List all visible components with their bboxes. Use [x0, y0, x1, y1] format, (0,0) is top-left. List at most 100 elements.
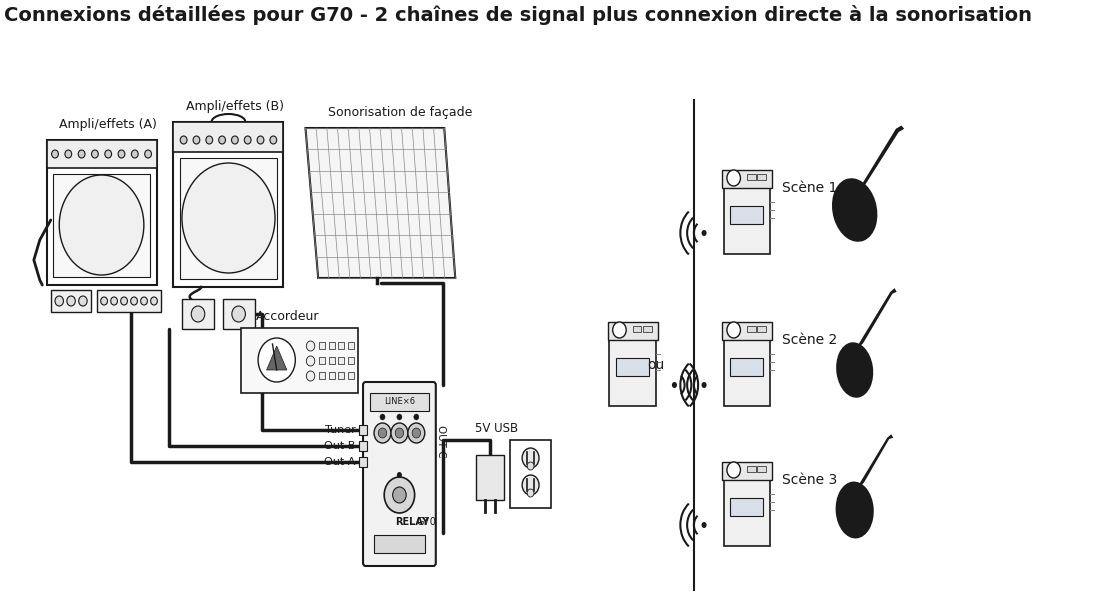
Bar — [633, 326, 641, 332]
Circle shape — [307, 341, 314, 351]
Bar — [348, 372, 353, 379]
Text: Accordeur: Accordeur — [257, 310, 320, 323]
Circle shape — [111, 297, 118, 305]
Text: RELAY: RELAY — [396, 517, 429, 527]
Circle shape — [144, 150, 151, 158]
Bar — [359, 457, 368, 467]
Circle shape — [522, 475, 539, 495]
Bar — [47, 140, 157, 285]
Bar — [730, 206, 763, 224]
Bar — [329, 372, 334, 379]
Circle shape — [51, 150, 59, 158]
Bar — [758, 326, 765, 332]
Bar — [329, 342, 334, 349]
Circle shape — [232, 306, 246, 322]
Text: Scène 2: Scène 2 — [782, 333, 838, 347]
Text: Scène 1: Scène 1 — [782, 181, 838, 195]
Circle shape — [64, 150, 72, 158]
Bar — [338, 372, 344, 379]
Bar — [748, 326, 755, 332]
Bar — [609, 334, 655, 406]
Bar — [319, 357, 324, 364]
Circle shape — [151, 297, 158, 305]
Bar — [723, 182, 770, 254]
Text: Sonorisation de façade: Sonorisation de façade — [329, 106, 472, 119]
Bar — [53, 174, 150, 277]
Bar — [182, 299, 214, 329]
Circle shape — [257, 136, 264, 144]
Circle shape — [78, 150, 84, 158]
Bar — [722, 322, 772, 340]
Circle shape — [104, 150, 111, 158]
Bar — [758, 174, 765, 180]
Text: Ampli/effets (B): Ampli/effets (B) — [187, 100, 284, 113]
Circle shape — [131, 297, 138, 305]
Bar — [510, 440, 551, 508]
Bar — [51, 290, 91, 312]
Bar — [722, 170, 772, 188]
Circle shape — [392, 487, 407, 503]
Circle shape — [101, 297, 108, 305]
Circle shape — [270, 136, 277, 144]
Circle shape — [522, 448, 539, 468]
Bar — [615, 358, 649, 376]
Circle shape — [528, 462, 534, 470]
Circle shape — [121, 297, 128, 305]
Circle shape — [59, 175, 143, 275]
Bar — [359, 425, 368, 435]
Bar — [338, 342, 344, 349]
Circle shape — [384, 477, 414, 513]
FancyBboxPatch shape — [363, 382, 436, 566]
Circle shape — [397, 472, 402, 478]
Bar — [329, 357, 334, 364]
Bar — [348, 342, 353, 349]
Circle shape — [56, 296, 63, 306]
Circle shape — [412, 428, 421, 438]
Text: Connexions détaillées pour G70 - 2 chaînes de signal plus connexion directe à la: Connexions détaillées pour G70 - 2 chaîn… — [4, 5, 1032, 25]
Text: Ampli/effets (A): Ampli/effets (A) — [59, 118, 157, 131]
Circle shape — [408, 423, 424, 443]
Circle shape — [374, 423, 391, 443]
Polygon shape — [859, 434, 893, 486]
Circle shape — [701, 230, 707, 236]
Polygon shape — [267, 346, 287, 370]
Bar — [47, 140, 157, 168]
Circle shape — [118, 150, 124, 158]
Circle shape — [727, 462, 740, 478]
Circle shape — [413, 414, 419, 420]
Ellipse shape — [835, 482, 873, 538]
Circle shape — [307, 356, 314, 366]
Text: Scène 3: Scène 3 — [782, 473, 838, 487]
Circle shape — [307, 371, 314, 381]
Circle shape — [193, 136, 200, 144]
Circle shape — [380, 414, 386, 420]
Circle shape — [67, 296, 76, 306]
Polygon shape — [859, 288, 897, 346]
Circle shape — [180, 136, 187, 144]
Circle shape — [396, 428, 403, 438]
Bar — [173, 122, 283, 152]
Bar — [241, 328, 358, 393]
Circle shape — [727, 170, 740, 186]
Polygon shape — [306, 128, 456, 278]
Circle shape — [528, 489, 534, 497]
Bar — [180, 158, 277, 279]
Circle shape — [397, 414, 402, 420]
Circle shape — [244, 136, 251, 144]
Circle shape — [191, 306, 204, 322]
Ellipse shape — [832, 178, 878, 242]
Bar — [723, 334, 770, 406]
Circle shape — [231, 136, 238, 144]
Circle shape — [701, 522, 707, 528]
Circle shape — [727, 322, 740, 338]
Circle shape — [182, 163, 276, 273]
Text: 5V USB: 5V USB — [474, 422, 518, 435]
Ellipse shape — [837, 343, 873, 398]
Circle shape — [378, 428, 387, 438]
Text: LINE×6: LINE×6 — [384, 397, 416, 406]
Bar — [748, 174, 755, 180]
Text: ou: ou — [648, 358, 664, 372]
Text: Tuner: Tuner — [324, 425, 356, 435]
Bar — [730, 358, 763, 376]
Circle shape — [91, 150, 98, 158]
